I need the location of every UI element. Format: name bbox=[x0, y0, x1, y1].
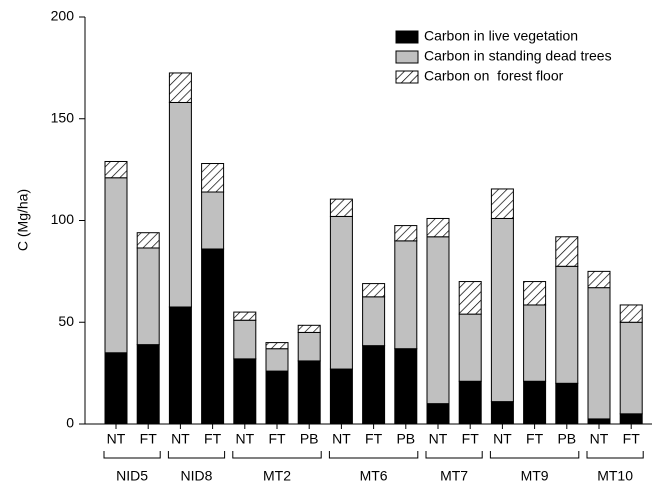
group-label: MT9 bbox=[521, 468, 549, 484]
bar-segment bbox=[201, 163, 225, 193]
bar-segment bbox=[362, 345, 386, 425]
bar-segment bbox=[329, 368, 353, 425]
bar-segment bbox=[297, 324, 321, 333]
bar-segment bbox=[619, 304, 643, 323]
x-tick-label: FT bbox=[268, 431, 286, 447]
y-tick-label: 0 bbox=[66, 415, 74, 431]
x-tick-label: NT bbox=[332, 431, 351, 447]
x-tick-label: NT bbox=[171, 431, 190, 447]
x-tick-label: NT bbox=[107, 431, 126, 447]
x-tick-label: PB bbox=[300, 431, 319, 447]
group-label: MT10 bbox=[597, 468, 633, 484]
bar-segment bbox=[587, 270, 611, 289]
bar-segment bbox=[136, 344, 160, 425]
bar-segment bbox=[523, 304, 547, 382]
legend-swatch bbox=[395, 70, 419, 84]
y-tick-label: 200 bbox=[51, 8, 75, 24]
group-bracket bbox=[232, 451, 322, 459]
bar-segment bbox=[555, 236, 579, 267]
bar-segment bbox=[265, 348, 289, 372]
group-bracket bbox=[103, 451, 161, 459]
x-tick-label: NT bbox=[429, 431, 448, 447]
bar-segment bbox=[555, 382, 579, 425]
bar-segment bbox=[265, 370, 289, 425]
bar-segment bbox=[362, 283, 386, 298]
x-tick-label: NT bbox=[493, 431, 512, 447]
bar-segment bbox=[136, 232, 160, 249]
bar-segment bbox=[523, 281, 547, 306]
bar-segment bbox=[426, 236, 450, 405]
legend-swatch bbox=[395, 50, 419, 64]
bar-segment bbox=[201, 191, 225, 250]
y-tick-label: 100 bbox=[51, 211, 75, 227]
y-axis-label: C (Mg/ha) bbox=[15, 189, 31, 251]
bar-segment bbox=[329, 215, 353, 370]
bar-segment bbox=[362, 296, 386, 347]
bar-segment bbox=[394, 240, 418, 350]
bar-segment bbox=[490, 188, 514, 219]
group-bracket bbox=[167, 451, 226, 459]
bar-segment bbox=[394, 348, 418, 425]
bar-segment bbox=[394, 225, 418, 242]
legend-label: Carbon in standing dead trees bbox=[424, 48, 612, 64]
bar-segment bbox=[490, 217, 514, 403]
x-tick-label: FT bbox=[623, 431, 641, 447]
bar-segment bbox=[555, 265, 579, 384]
bar-segment bbox=[490, 401, 514, 425]
bar-segment bbox=[104, 177, 128, 354]
x-tick-label: PB bbox=[396, 431, 415, 447]
bar-segment bbox=[233, 319, 257, 360]
x-tick-label: FT bbox=[526, 431, 544, 447]
bar-segment bbox=[426, 217, 450, 238]
bar-segment bbox=[233, 358, 257, 425]
group-label: MT7 bbox=[440, 468, 468, 484]
x-tick-label: FT bbox=[365, 431, 383, 447]
bar-segment bbox=[201, 248, 225, 425]
bar-segment bbox=[523, 380, 547, 425]
group-label: MT6 bbox=[360, 468, 388, 484]
bar-segment bbox=[587, 287, 611, 420]
legend-label: Carbon on forest floor bbox=[424, 68, 564, 84]
bar-segment bbox=[104, 352, 128, 425]
group-bracket bbox=[425, 451, 483, 459]
bar-segment bbox=[458, 313, 482, 382]
bar-segment bbox=[168, 306, 192, 425]
bar-segment bbox=[587, 418, 611, 425]
bar-segment bbox=[619, 413, 643, 425]
group-bracket bbox=[489, 451, 580, 459]
legend-label: Carbon in live vegetation bbox=[424, 28, 578, 44]
bar-segment bbox=[426, 403, 450, 425]
bar-segment bbox=[168, 72, 192, 103]
x-tick-label: PB bbox=[557, 431, 576, 447]
bar-segment bbox=[265, 342, 289, 350]
group-bracket bbox=[328, 451, 419, 459]
bar-segment bbox=[458, 281, 482, 315]
bar-segment bbox=[329, 198, 353, 217]
x-tick-label: FT bbox=[204, 431, 222, 447]
bar-segment bbox=[458, 380, 482, 425]
x-tick-label: FT bbox=[140, 431, 158, 447]
bar-segment bbox=[619, 321, 643, 415]
x-tick-label: NT bbox=[235, 431, 254, 447]
bar-segment bbox=[233, 311, 257, 321]
group-bracket bbox=[586, 451, 644, 459]
y-tick-label: 150 bbox=[51, 109, 75, 125]
bar-segment bbox=[136, 247, 160, 346]
group-label: MT2 bbox=[263, 468, 291, 484]
bar-segment bbox=[297, 360, 321, 425]
group-label: NID8 bbox=[181, 468, 213, 484]
legend-swatch bbox=[395, 30, 419, 44]
x-tick-label: NT bbox=[590, 431, 609, 447]
x-tick-label: FT bbox=[462, 431, 480, 447]
y-tick-label: 50 bbox=[58, 313, 74, 329]
bar-segment bbox=[168, 101, 192, 308]
bar-segment bbox=[104, 160, 128, 179]
group-label: NID5 bbox=[116, 468, 148, 484]
bar-segment bbox=[297, 331, 321, 362]
